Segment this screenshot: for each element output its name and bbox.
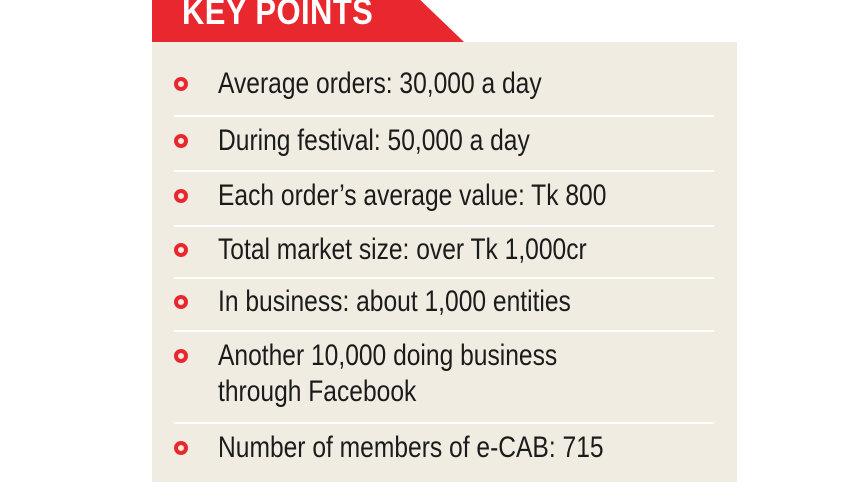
- bullet-icon: [174, 77, 188, 91]
- point-text: Number of members of e-CAB: 715: [218, 431, 604, 464]
- divider: [174, 225, 714, 227]
- bullet-icon: [174, 134, 188, 148]
- point-text: In business: about 1,000 entities: [218, 285, 571, 318]
- point-text: Average orders: 30,000 a day: [218, 67, 542, 100]
- header-banner: [152, 0, 464, 42]
- divider: [174, 422, 714, 424]
- bullet-icon: [174, 295, 188, 309]
- bullet-icon: [174, 189, 188, 203]
- point-text-continued: through Facebook: [218, 375, 417, 408]
- point-text: Each order’s average value: Tk 800: [218, 179, 607, 212]
- divider: [174, 277, 714, 279]
- key-points-panel: Average orders: 30,000 a day During fest…: [152, 42, 737, 482]
- bullet-icon: [174, 243, 188, 257]
- divider: [174, 115, 714, 117]
- divider: [174, 170, 714, 172]
- point-text: Total market size: over Tk 1,000cr: [218, 233, 587, 266]
- divider: [174, 330, 714, 332]
- bullet-icon: [174, 349, 188, 363]
- point-text: Another 10,000 doing business: [218, 339, 558, 372]
- point-text: During festival: 50,000 a day: [218, 124, 530, 157]
- bullet-icon: [174, 441, 188, 455]
- page-title: KEY POINTS: [182, 0, 374, 32]
